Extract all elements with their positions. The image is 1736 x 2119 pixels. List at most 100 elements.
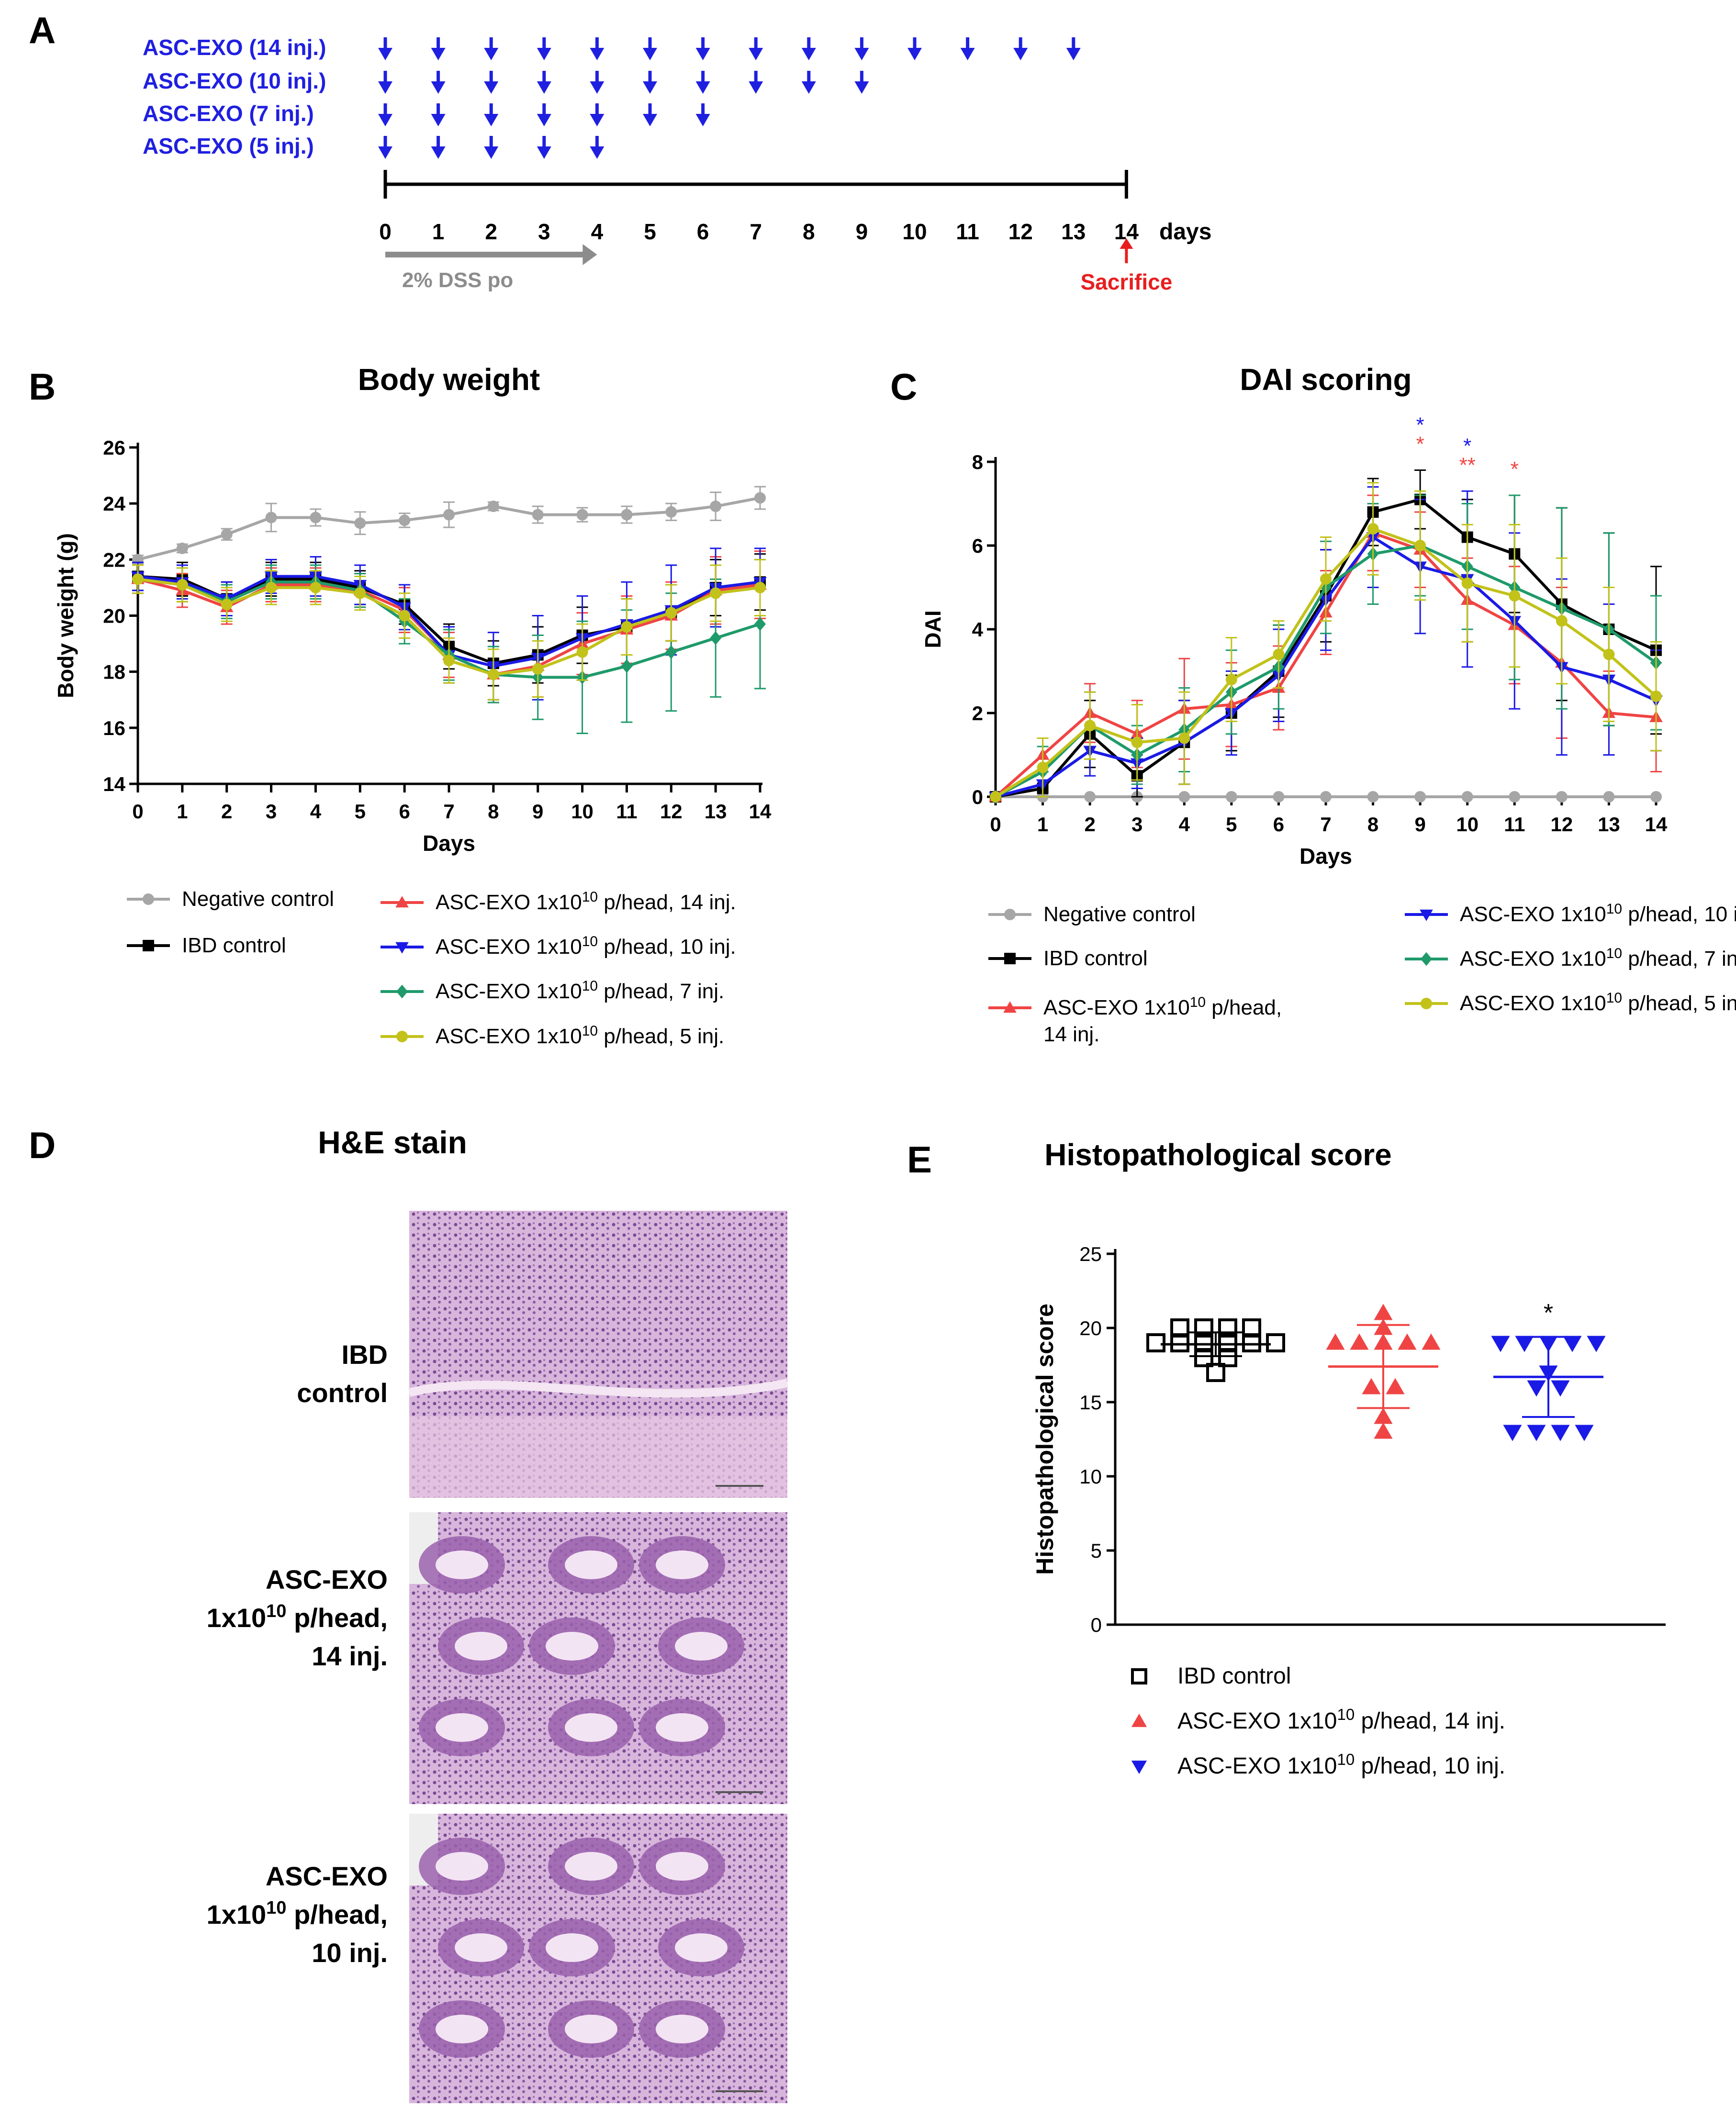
injection-arrow-head: [484, 48, 499, 60]
injection-arrow: [643, 71, 657, 94]
panel-a-letter: A: [29, 9, 56, 51]
data-point: [576, 646, 588, 658]
x-tick-label: 5: [355, 800, 366, 823]
significance-star: **: [1459, 453, 1476, 477]
x-tick-label: 12: [660, 800, 683, 823]
injection-arrow-head: [484, 114, 499, 126]
data-point: [399, 610, 411, 622]
data-point: [1131, 736, 1143, 748]
legend-marker: [1421, 998, 1432, 1009]
legend-text-sup: 10: [1337, 1751, 1355, 1768]
data-point: [354, 517, 366, 529]
legend-text: ASC-EXO 1x1010 p/head, 10 inj.: [1177, 1751, 1505, 1779]
data-point: [1509, 590, 1521, 602]
y-tick-label: 4: [972, 618, 984, 641]
injection-arrow-head: [590, 114, 605, 126]
injection-arrow-head: [537, 81, 551, 94]
submucosa-layer: [409, 1416, 787, 1498]
legend-text-main: ASC-EXO 1x10: [1460, 903, 1606, 926]
he-row-label-main: 1x10: [207, 1603, 267, 1633]
series-inj5: [132, 558, 766, 701]
injection-arrow: [590, 71, 605, 94]
legend-entry: ASC-EXO 1x1010 p/head, 14 inj.: [1131, 1706, 1505, 1734]
injection-arrow: [801, 37, 816, 60]
injection-arrow: [431, 37, 446, 60]
legend-text-tail: p/head, 10 inj.: [598, 935, 736, 959]
crypt-lumen: [656, 2015, 708, 2043]
data-point: [443, 509, 455, 521]
data-point: [1509, 791, 1521, 803]
injection-arrow: [1013, 37, 1028, 60]
injection-arrow: [378, 37, 392, 60]
injection-group-label: ASC-EXO (14 inj.): [143, 35, 326, 60]
crypt-lumen: [436, 2015, 488, 2043]
injection-arrow-head: [590, 81, 605, 94]
data-point: [1178, 732, 1190, 744]
legend-text-tail: p/head, 10 inj.: [1622, 903, 1736, 926]
data-point: [754, 581, 766, 593]
legend-entry: IBD control: [988, 947, 1148, 970]
crypt-lumen: [455, 1632, 507, 1661]
data-point: [265, 581, 277, 593]
data-point: [621, 659, 633, 673]
data-point: [710, 631, 722, 645]
legend-entry: ASC-EXO 1x1010 p/head, 10 inj.: [381, 934, 736, 959]
legend-marker: [1003, 1001, 1017, 1013]
legend-text: Negative control: [1043, 903, 1196, 926]
injection-arrow: [695, 37, 710, 60]
he-row-label-tail: p/head,: [286, 1603, 388, 1633]
he-row-label: 1x1010 p/head,: [207, 1898, 388, 1929]
x-tick-label: 4: [1179, 813, 1190, 836]
injection-arrow-head: [695, 81, 710, 94]
dss-arrow-head: [582, 244, 597, 265]
legend-text: ASC-EXO 1x1010 p/head, 10 inj.: [1460, 901, 1736, 926]
legend-entry: Negative control: [988, 903, 1196, 926]
injection-arrow: [854, 37, 869, 60]
y-tick-label: 25: [1079, 1243, 1102, 1265]
data-point: [221, 599, 233, 611]
data-point: [1650, 791, 1662, 803]
data-point: [754, 492, 766, 504]
legend-text: IBD control: [182, 934, 286, 957]
he-row-label: IBD: [342, 1339, 388, 1370]
injection-arrow: [695, 103, 710, 126]
data-point: [1218, 1348, 1237, 1367]
legend-text-sup: 10: [1337, 1706, 1355, 1723]
x-tick-label: 11: [616, 800, 637, 823]
legend-text-main: ASC-EXO 1x10: [1177, 1708, 1337, 1734]
he-row-label: 1x1010 p/head,: [207, 1601, 388, 1633]
data-point: [1515, 1336, 1534, 1352]
data-point: [1367, 791, 1379, 803]
he-row-label: ASC-EXO: [266, 1564, 388, 1595]
data-point: [665, 607, 677, 619]
timeline-day-tick: 4: [591, 219, 604, 244]
y-tick-label: 2: [972, 702, 983, 725]
legend-text: ASC-EXO 1x1010 p/head,: [1043, 994, 1282, 1020]
data-point: [1503, 1425, 1522, 1441]
legend-text-main: ASC-EXO 1x10: [1177, 1753, 1337, 1779]
injection-arrow-head: [1066, 48, 1081, 60]
crypt-lumen: [656, 1713, 708, 1742]
injection-arrow: [801, 71, 816, 94]
legend-entry: Negative control: [127, 887, 334, 911]
data-point: [665, 506, 677, 518]
injection-arrow: [854, 71, 869, 94]
series-inj5: [990, 482, 1662, 803]
legend-text-tail: p/head, 5 inj.: [598, 1025, 724, 1048]
injection-arrow: [590, 37, 605, 60]
panel-e-letter: E: [907, 1138, 932, 1181]
injection-arrow: [537, 103, 551, 126]
y-tick-label: 24: [103, 492, 125, 515]
injection-arrow-head: [484, 81, 499, 94]
injection-arrow: [960, 37, 975, 60]
x-tick-label: 8: [488, 800, 499, 823]
injection-arrow: [537, 37, 551, 60]
data-point: [354, 587, 366, 599]
dot-group-inj14: [1326, 1304, 1441, 1439]
x-tick-label: 2: [221, 800, 232, 823]
injection-arrow: [537, 136, 551, 159]
data-point: [1178, 791, 1190, 803]
data-point: [1146, 1333, 1165, 1352]
data-point: [1320, 791, 1332, 803]
data-point: [1556, 791, 1568, 803]
